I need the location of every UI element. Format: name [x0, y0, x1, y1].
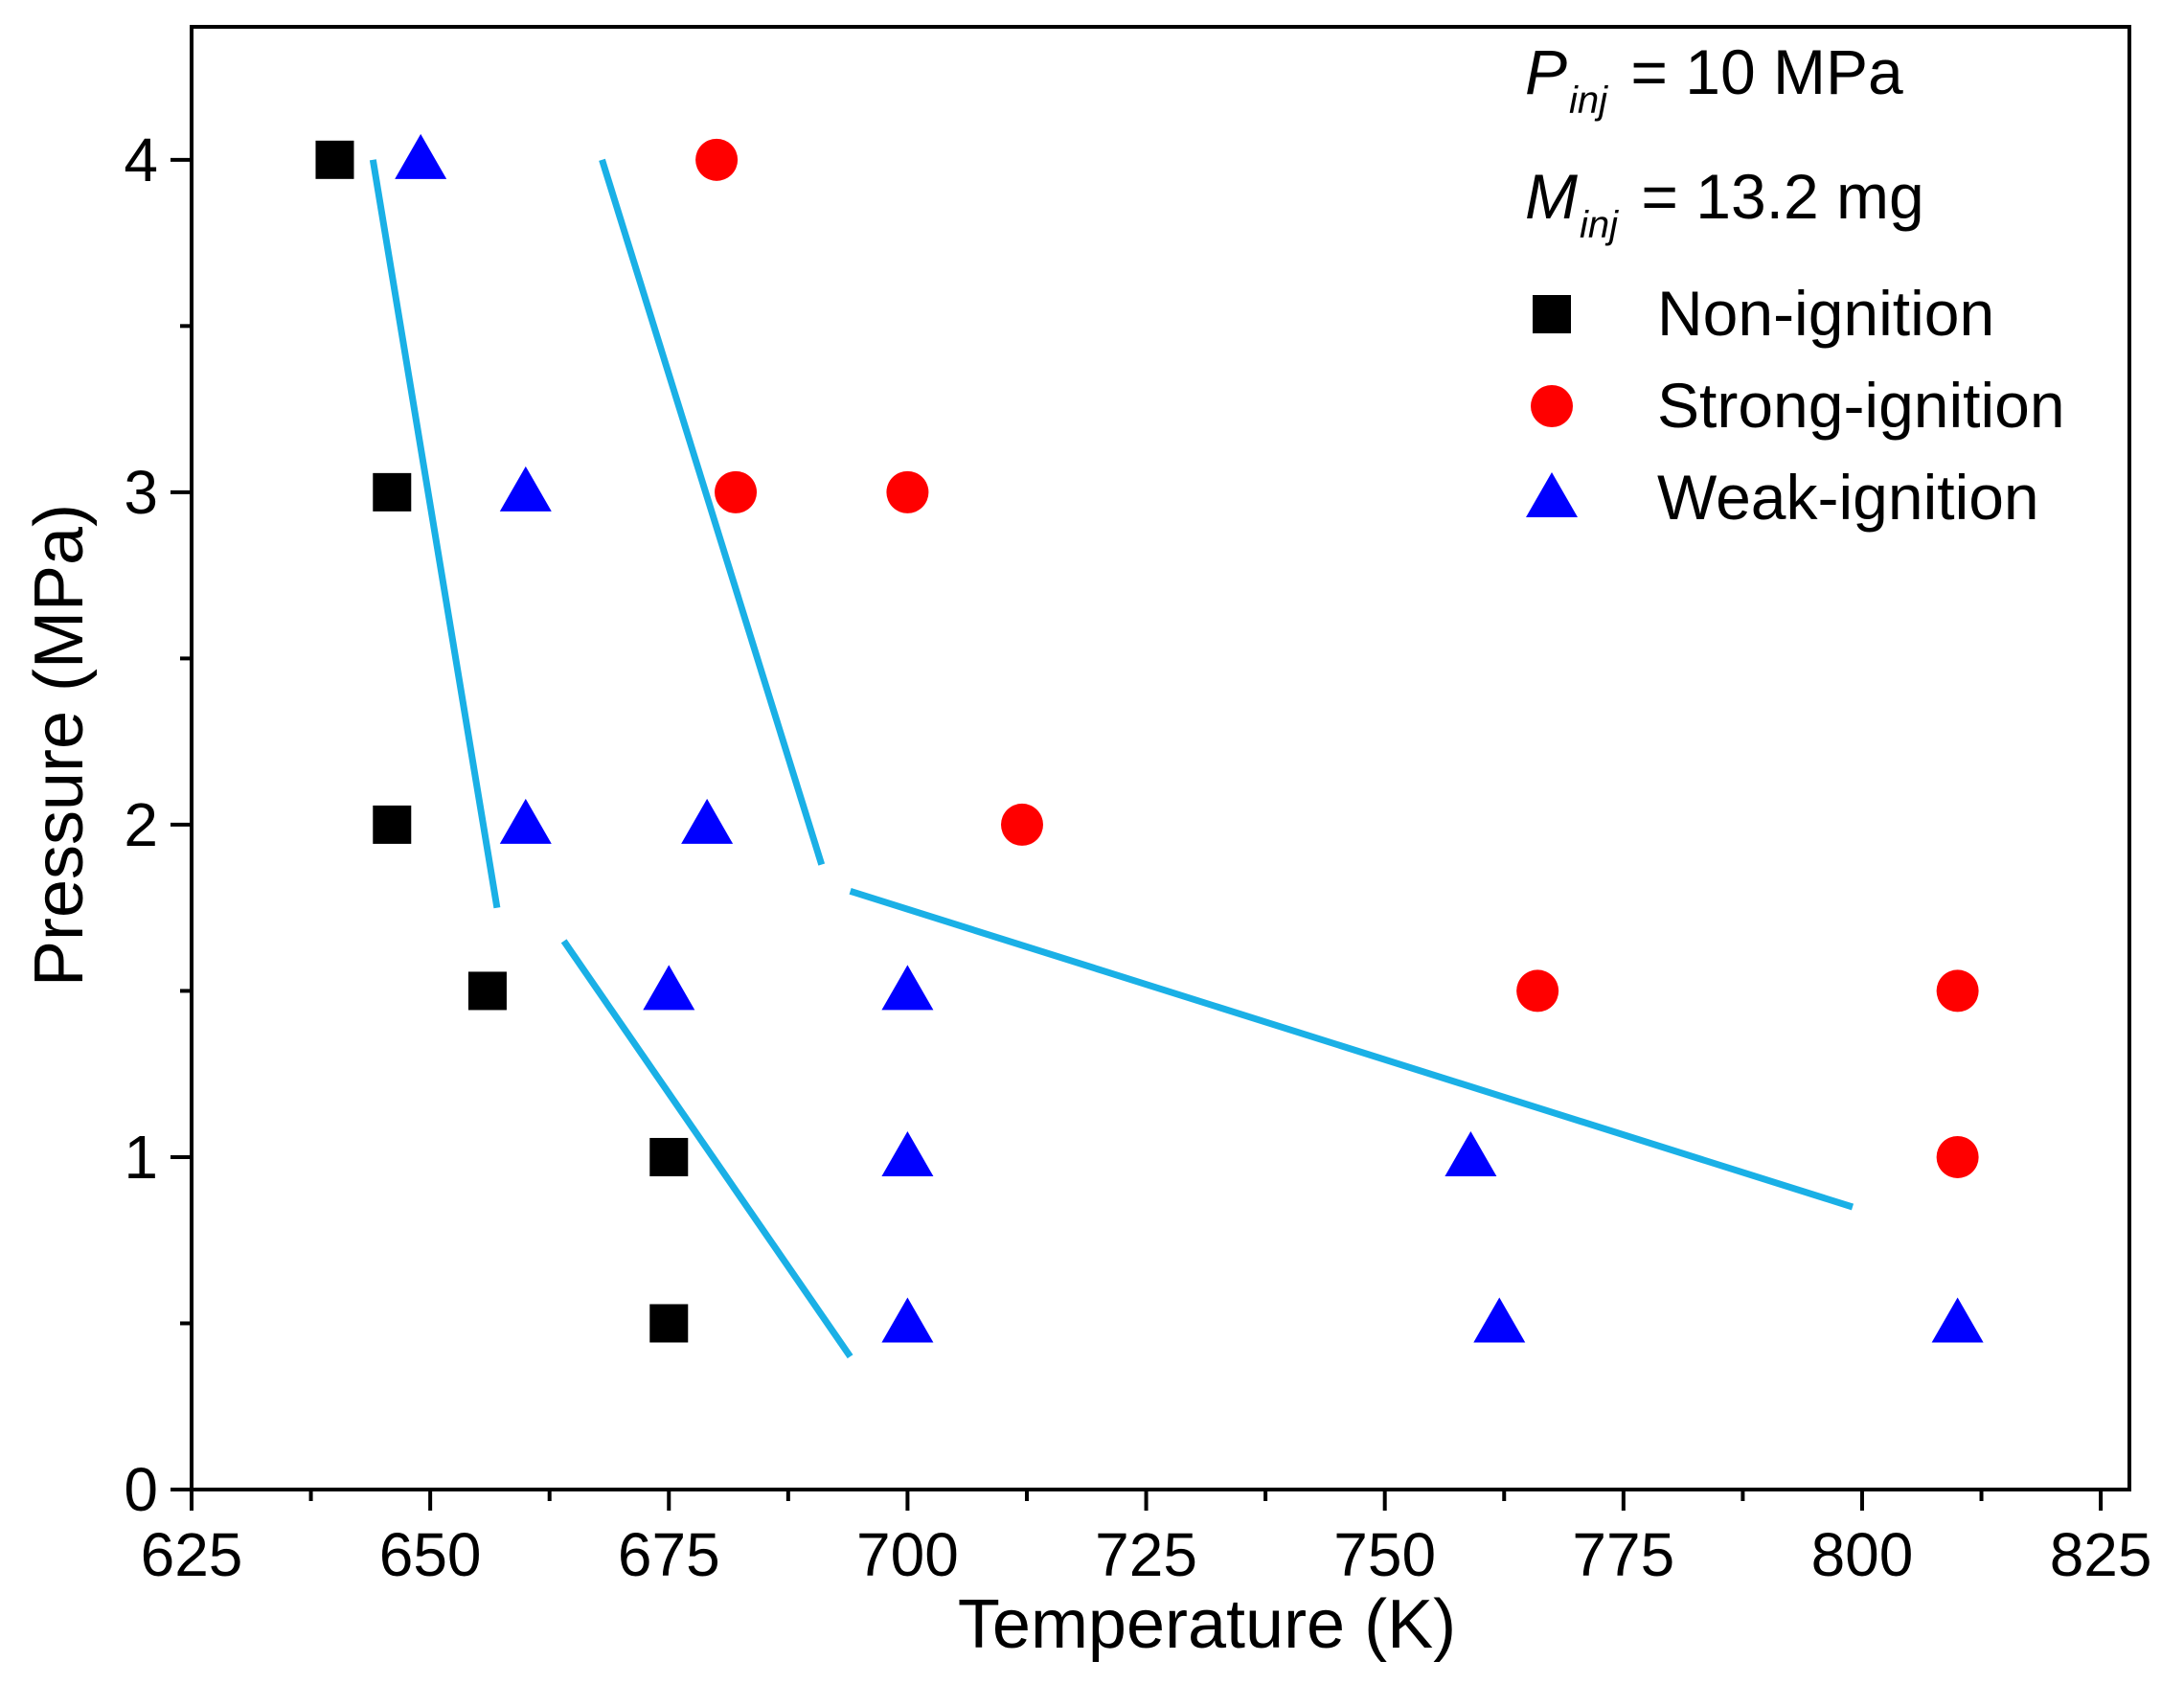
legend-annotation-1: Pinj = 10 MPa: [1525, 36, 1903, 122]
weak-ignition-marker: [499, 466, 552, 512]
legend-annotation-2: Minj = 13.2 mg: [1525, 161, 1924, 246]
y-tick-label: 0: [124, 1455, 158, 1524]
y-tick-label: 4: [124, 125, 158, 194]
data-markers: [315, 133, 1984, 1343]
x-tick-label: 725: [1095, 1520, 1197, 1589]
y-tick-label: 1: [124, 1123, 158, 1192]
legend-strong-ignition-label: Strong-ignition: [1657, 370, 2065, 441]
weak-ignition-marker: [1445, 1130, 1497, 1176]
weak-ignition-marker: [881, 1297, 934, 1343]
boundary-line-3: [560, 939, 853, 1359]
x-tick-label: 800: [1811, 1520, 1914, 1589]
weak-ignition-marker: [1473, 1297, 1526, 1343]
non-ignition-marker: [649, 1137, 689, 1176]
boundary-line-1: [369, 159, 501, 909]
y-axis-title: Pressure (MPa): [21, 504, 98, 987]
strong-ignition-marker: [1936, 969, 1979, 1013]
weak-ignition-marker: [395, 133, 447, 179]
strong-ignition-marker: [1001, 803, 1043, 846]
weak-ignition-marker: [1931, 1297, 1984, 1343]
x-tick-label: 625: [141, 1520, 243, 1589]
legend-non-ignition-symbol: [1533, 295, 1571, 333]
legend-non-ignition-label: Non-ignition: [1657, 278, 1994, 349]
weak-ignition-marker: [681, 798, 734, 844]
boundary-line-2: [599, 158, 826, 866]
boundary-line-4: [849, 887, 1854, 1211]
plot-frame: [190, 25, 2131, 1491]
strong-ignition-marker: [1516, 969, 1559, 1013]
strong-ignition-marker: [1936, 1135, 1979, 1178]
non-ignition-marker: [373, 805, 412, 844]
non-ignition-marker: [649, 1304, 689, 1343]
weak-ignition-marker: [881, 965, 934, 1011]
non-ignition-marker: [373, 472, 412, 512]
legend: Pinj = 10 MPa Minj = 13.2 mg Non-ignition S…: [1525, 36, 2065, 533]
weak-ignition-marker: [499, 798, 552, 844]
legend-weak-ignition-label: Weak-ignition: [1657, 462, 2039, 533]
y-tick-label: 2: [124, 790, 158, 859]
x-tick-label: 650: [379, 1520, 482, 1589]
legend-strong-ignition-symbol: [1531, 385, 1573, 427]
x-tick-label: 700: [856, 1520, 959, 1589]
strong-ignition-marker: [715, 470, 758, 513]
non-ignition-marker: [467, 971, 507, 1011]
x-tick-label: 775: [1572, 1520, 1674, 1589]
non-ignition-marker: [315, 140, 354, 179]
boundary-lines: [369, 158, 1854, 1359]
x-tick-label: 675: [618, 1520, 720, 1589]
axis-ticks: 625 650 675 700 725 750 775 800 825 0 1 2 3 4: [124, 125, 2151, 1589]
y-tick-label: 3: [124, 458, 158, 527]
legend-weak-ignition-symbol: [1526, 472, 1578, 517]
strong-ignition-marker: [886, 470, 929, 513]
x-tick-label: 825: [2050, 1520, 2152, 1589]
weak-ignition-marker: [881, 1130, 934, 1176]
x-tick-label: 750: [1333, 1520, 1436, 1589]
strong-ignition-marker: [695, 138, 739, 181]
weak-ignition-marker: [643, 965, 695, 1011]
x-axis-title: Temperature (K): [958, 1586, 1456, 1663]
